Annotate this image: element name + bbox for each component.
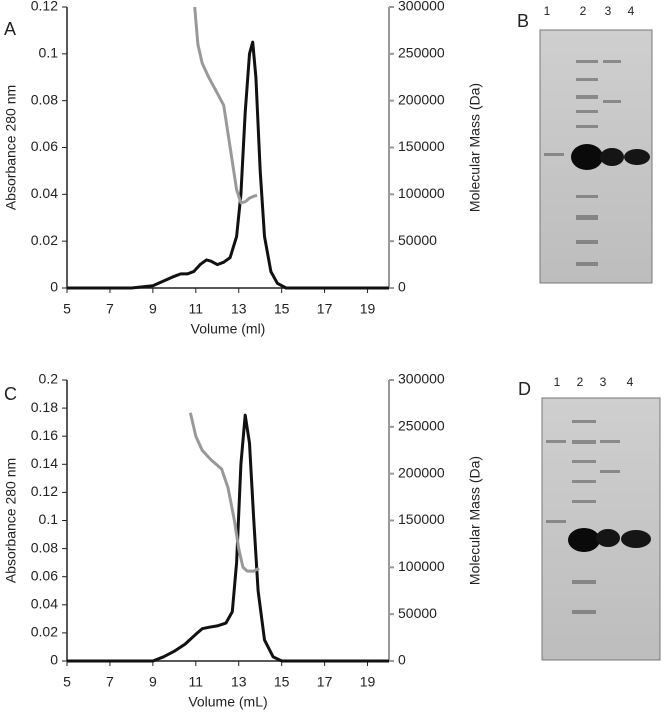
data-line (193, 6, 258, 205)
y-tick-label: 0.06 (31, 138, 58, 154)
y-tick-label: 0 (50, 652, 58, 668)
y-tick-label: 0.08 (31, 539, 58, 555)
gel-b (539, 29, 653, 284)
y2-axis-title: Molecular Mass (Da) (467, 456, 483, 585)
y-tick-label: 0.04 (31, 596, 58, 612)
panel-label: D (518, 379, 531, 399)
y-axis-title: Absorbance 280 nm (3, 85, 19, 210)
lane-label: 1 (544, 4, 551, 18)
y2-tick-label: 100000 (398, 558, 445, 574)
panel-label: A (4, 19, 16, 39)
x-tick-label: 15 (274, 674, 290, 690)
x-axis-title: Volume (ml) (191, 321, 266, 337)
x-tick-label: 9 (149, 674, 157, 690)
x-tick-label: 15 (274, 301, 290, 317)
y2-tick-label: 100000 (398, 185, 445, 201)
y2-tick-label: 50000 (398, 605, 437, 621)
data-line (188, 412, 260, 573)
lane-label: 3 (605, 4, 612, 18)
y-tick-label: 0 (50, 279, 58, 295)
y2-tick-label: 300000 (398, 371, 445, 387)
y2-tick-label: 300000 (398, 0, 445, 14)
y-tick-label: 0.1 (39, 511, 59, 527)
x-tick-label: 11 (189, 674, 204, 690)
y2-tick-label: 150000 (398, 138, 445, 154)
lane-label: 3 (600, 375, 607, 389)
x-tick-label: 9 (149, 301, 157, 317)
data-line (67, 413, 389, 663)
x-tick-label: 7 (106, 301, 114, 317)
y-tick-label: 0.16 (31, 427, 58, 443)
y2-tick-label: 250000 (398, 45, 445, 61)
y2-axis-title: Molecular Mass (Da) (467, 83, 483, 212)
y2-tick-label: 0 (398, 652, 406, 668)
x-tick-label: 17 (317, 674, 333, 690)
y-tick-label: 0.18 (31, 399, 58, 415)
y-tick-label: 0.12 (31, 483, 58, 499)
x-tick-label: 7 (106, 674, 114, 690)
lane-label: 4 (627, 375, 634, 389)
panel-label: C (4, 384, 17, 404)
x-tick-label: 19 (360, 301, 376, 317)
y-tick-label: 0.1 (39, 45, 59, 61)
x-tick-label: 17 (317, 301, 333, 317)
x-tick-label: 5 (63, 674, 71, 690)
y2-tick-label: 150000 (398, 511, 445, 527)
y2-tick-label: 200000 (398, 91, 445, 107)
y2-tick-label: 250000 (398, 418, 445, 434)
x-tick-label: 5 (63, 301, 71, 317)
y-tick-label: 0.2 (39, 371, 59, 387)
panel-label: B (517, 11, 529, 31)
y-axis-title: Absorbance 280 nm (3, 458, 19, 583)
y2-tick-label: 0 (398, 279, 406, 295)
x-tick-label: 13 (231, 301, 247, 317)
y-tick-label: 0.02 (31, 624, 58, 640)
data-line (67, 40, 389, 290)
lane-label: 2 (580, 4, 587, 18)
gel-d (541, 397, 661, 661)
x-axis-title: Volume (mL) (188, 694, 267, 710)
lane-label: 1 (554, 375, 561, 389)
lane-label: 4 (628, 4, 635, 18)
lane-label: 2 (577, 375, 584, 389)
x-tick-label: 19 (360, 674, 376, 690)
x-tick-label: 13 (231, 674, 247, 690)
y-tick-label: 0.12 (31, 0, 58, 14)
y2-tick-label: 200000 (398, 464, 445, 480)
x-tick-label: 11 (189, 301, 204, 317)
y2-tick-label: 50000 (398, 232, 437, 248)
y-tick-label: 0.14 (31, 455, 58, 471)
y-tick-label: 0.06 (31, 567, 58, 583)
y-tick-label: 0.08 (31, 91, 58, 107)
y-tick-label: 0.04 (31, 185, 58, 201)
y-tick-label: 0.02 (31, 232, 58, 248)
